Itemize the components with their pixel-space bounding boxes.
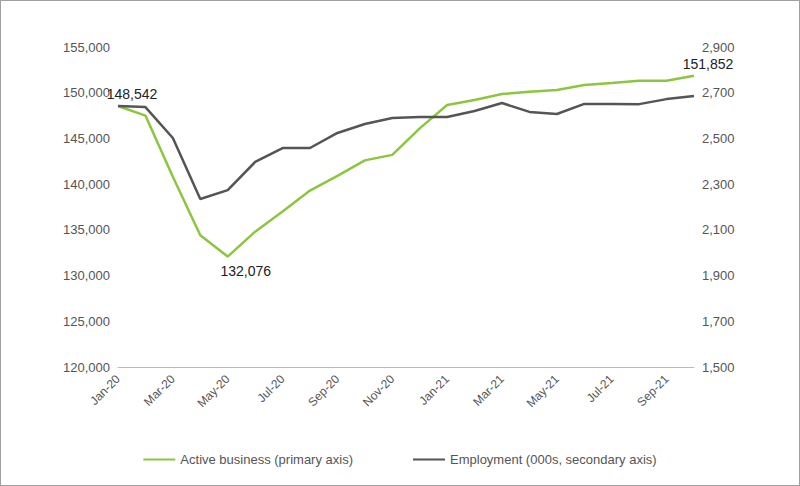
svg-text:Jan-21: Jan-21 (416, 372, 452, 408)
svg-text:Employment (000s, secondary ax: Employment (000s, secondary axis) (450, 452, 657, 467)
svg-text:135,000: 135,000 (63, 222, 110, 237)
svg-text:151,852: 151,852 (683, 56, 734, 72)
svg-text:132,076: 132,076 (220, 263, 271, 279)
svg-text:May-21: May-21 (524, 372, 562, 410)
svg-text:125,000: 125,000 (63, 314, 110, 329)
svg-text:2,900: 2,900 (702, 40, 735, 55)
svg-text:2,500: 2,500 (702, 131, 735, 146)
svg-text:Jan-20: Jan-20 (87, 372, 123, 408)
svg-text:145,000: 145,000 (63, 131, 110, 146)
svg-text:2,100: 2,100 (702, 222, 735, 237)
svg-text:Nov-20: Nov-20 (360, 372, 397, 409)
svg-text:Jul-20: Jul-20 (255, 372, 288, 405)
svg-text:120,000: 120,000 (63, 360, 110, 375)
svg-text:Mar-20: Mar-20 (141, 372, 178, 409)
svg-text:1,700: 1,700 (702, 314, 735, 329)
svg-text:Sep-21: Sep-21 (634, 372, 671, 409)
svg-text:Sep-20: Sep-20 (305, 372, 342, 409)
svg-text:Active business (primary axis): Active business (primary axis) (180, 452, 353, 467)
svg-text:130,000: 130,000 (63, 268, 110, 283)
svg-text:155,000: 155,000 (63, 40, 110, 55)
svg-text:140,000: 140,000 (63, 177, 110, 192)
svg-text:2,300: 2,300 (702, 177, 735, 192)
svg-text:2,700: 2,700 (702, 85, 735, 100)
svg-text:Mar-21: Mar-21 (470, 372, 507, 409)
svg-text:1,500: 1,500 (702, 360, 735, 375)
svg-text:148,542: 148,542 (107, 86, 158, 102)
svg-text:Jul-21: Jul-21 (584, 372, 617, 405)
svg-text:May-20: May-20 (195, 372, 233, 410)
svg-text:150,000: 150,000 (63, 85, 110, 100)
svg-text:1,900: 1,900 (702, 268, 735, 283)
